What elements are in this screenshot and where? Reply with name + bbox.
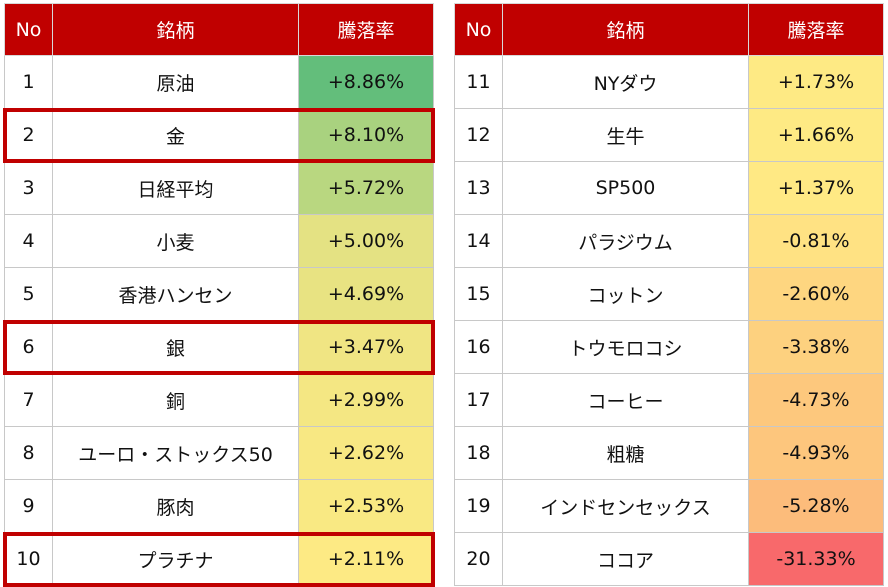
ranking-table-right: No 銘柄 騰落率 11 NYダウ +1.73% 12 生牛 +1.66% 13 SP500 +… [454, 3, 884, 586]
change-cell: +2.62% [298, 426, 434, 480]
change-cell: +3.47% [298, 320, 434, 374]
table-row: 11 NYダウ +1.73% [454, 55, 884, 109]
rank-cell: 13 [454, 161, 503, 215]
table-row: 18 粗糖 -4.93% [454, 426, 884, 480]
name-cell: プラチナ [52, 532, 299, 586]
table-row: 17 コーヒー -4.73% [454, 373, 884, 427]
change-cell: +4.69% [298, 267, 434, 321]
rank-cell: 10 [4, 532, 53, 586]
change-cell: -4.93% [748, 426, 884, 480]
table-row: 4 小麦 +5.00% [4, 214, 434, 268]
table-row: 1 原油 +8.86% [4, 55, 434, 109]
name-cell: コーヒー [502, 373, 749, 427]
rank-cell: 4 [4, 214, 53, 268]
change-cell: +5.72% [298, 161, 434, 215]
header-name: 銘柄 [502, 3, 749, 56]
rank-cell: 5 [4, 267, 53, 321]
rank-cell: 18 [454, 426, 503, 480]
change-cell: +8.10% [298, 108, 434, 162]
table-row: 16 トウモロコシ -3.38% [454, 320, 884, 374]
table-row: 15 コットン -2.60% [454, 267, 884, 321]
table-row: 12 生牛 +1.66% [454, 108, 884, 162]
name-cell: トウモロコシ [502, 320, 749, 374]
rank-cell: 6 [4, 320, 53, 374]
rank-cell: 12 [454, 108, 503, 162]
table-row: 3 日経平均 +5.72% [4, 161, 434, 215]
change-cell: -5.28% [748, 479, 884, 533]
rank-cell: 3 [4, 161, 53, 215]
rank-cell: 1 [4, 55, 53, 109]
rank-cell: 15 [454, 267, 503, 321]
change-cell: -31.33% [748, 532, 884, 586]
rank-cell: 14 [454, 214, 503, 268]
name-cell: 香港ハンセン [52, 267, 299, 321]
name-cell: 銀 [52, 320, 299, 374]
rank-cell: 16 [454, 320, 503, 374]
rank-cell: 8 [4, 426, 53, 480]
table-row: 20 ココア -31.33% [454, 532, 884, 586]
name-cell: ユーロ・ストックス50 [52, 426, 299, 480]
table-row: 13 SP500 +1.37% [454, 161, 884, 215]
name-cell: 粗糖 [502, 426, 749, 480]
change-cell: -0.81% [748, 214, 884, 268]
header-no: No [454, 3, 503, 56]
name-cell: インドセンセックス [502, 479, 749, 533]
header-change: 騰落率 [748, 3, 884, 56]
change-cell: -2.60% [748, 267, 884, 321]
name-cell: 日経平均 [52, 161, 299, 215]
change-cell: +5.00% [298, 214, 434, 268]
change-cell: +1.37% [748, 161, 884, 215]
rank-cell: 19 [454, 479, 503, 533]
header-no: No [4, 3, 53, 56]
change-cell: -3.38% [748, 320, 884, 374]
name-cell: コットン [502, 267, 749, 321]
name-cell: パラジウム [502, 214, 749, 268]
change-cell: +2.53% [298, 479, 434, 533]
name-cell: NYダウ [502, 55, 749, 109]
table-row: 14 パラジウム -0.81% [454, 214, 884, 268]
rank-cell: 7 [4, 373, 53, 427]
table-row: 2 金 +8.10% [4, 108, 434, 162]
table-row: 7 銅 +2.99% [4, 373, 434, 427]
change-cell: +2.99% [298, 373, 434, 427]
table-row: 6 銀 +3.47% [4, 320, 434, 374]
table-row: 5 香港ハンセン +4.69% [4, 267, 434, 321]
header-name: 銘柄 [52, 3, 299, 56]
ranking-table-left: No 銘柄 騰落率 1 原油 +8.86% 2 金 +8.10% 3 日経平均 +5.72% 4 小… [4, 3, 434, 586]
name-cell: 原油 [52, 55, 299, 109]
rank-cell: 9 [4, 479, 53, 533]
name-cell: 小麦 [52, 214, 299, 268]
rank-cell: 2 [4, 108, 53, 162]
table-row: 19 インドセンセックス -5.28% [454, 479, 884, 533]
name-cell: ココア [502, 532, 749, 586]
rank-cell: 11 [454, 55, 503, 109]
change-cell: -4.73% [748, 373, 884, 427]
rank-cell: 20 [454, 532, 503, 586]
name-cell: 金 [52, 108, 299, 162]
header-change: 騰落率 [298, 3, 434, 56]
change-cell: +2.11% [298, 532, 434, 586]
name-cell: 豚肉 [52, 479, 299, 533]
name-cell: SP500 [502, 161, 749, 215]
table-row: 10 プラチナ +2.11% [4, 532, 434, 586]
rank-cell: 17 [454, 373, 503, 427]
name-cell: 銅 [52, 373, 299, 427]
change-cell: +8.86% [298, 55, 434, 109]
table-row: 9 豚肉 +2.53% [4, 479, 434, 533]
change-cell: +1.73% [748, 55, 884, 109]
name-cell: 生牛 [502, 108, 749, 162]
change-cell: +1.66% [748, 108, 884, 162]
table-row: 8 ユーロ・ストックス50 +2.62% [4, 426, 434, 480]
